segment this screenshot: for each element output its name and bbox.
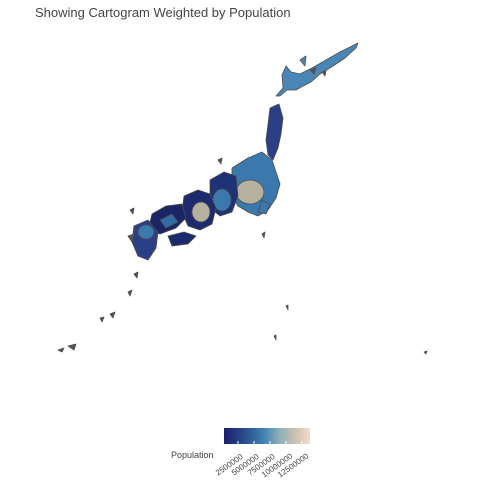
legend-title: Population xyxy=(171,450,214,460)
island xyxy=(285,304,289,311)
map-title: Showing Cartogram Weighted by Population xyxy=(35,5,291,20)
region-fukuoka xyxy=(137,224,155,240)
legend xyxy=(224,428,310,444)
legend-colorbar xyxy=(224,428,310,444)
island xyxy=(99,316,105,323)
region-osaka xyxy=(191,201,211,223)
island xyxy=(127,233,135,243)
island xyxy=(273,334,277,341)
island xyxy=(133,271,139,279)
island xyxy=(261,231,266,239)
region-hokkaido-tip xyxy=(299,55,307,67)
island xyxy=(57,347,65,353)
island xyxy=(109,311,116,319)
region-chiba xyxy=(257,199,271,215)
island xyxy=(129,207,135,215)
island xyxy=(67,343,77,351)
island xyxy=(423,350,428,355)
island xyxy=(321,69,327,77)
region-tohoku xyxy=(265,103,284,161)
island xyxy=(309,67,317,75)
region-hokkaido xyxy=(275,42,359,97)
region-tokyo xyxy=(235,179,265,205)
island xyxy=(217,157,223,165)
island xyxy=(127,289,133,297)
region-shikoku xyxy=(167,231,197,247)
region-hiroshima xyxy=(159,213,179,229)
